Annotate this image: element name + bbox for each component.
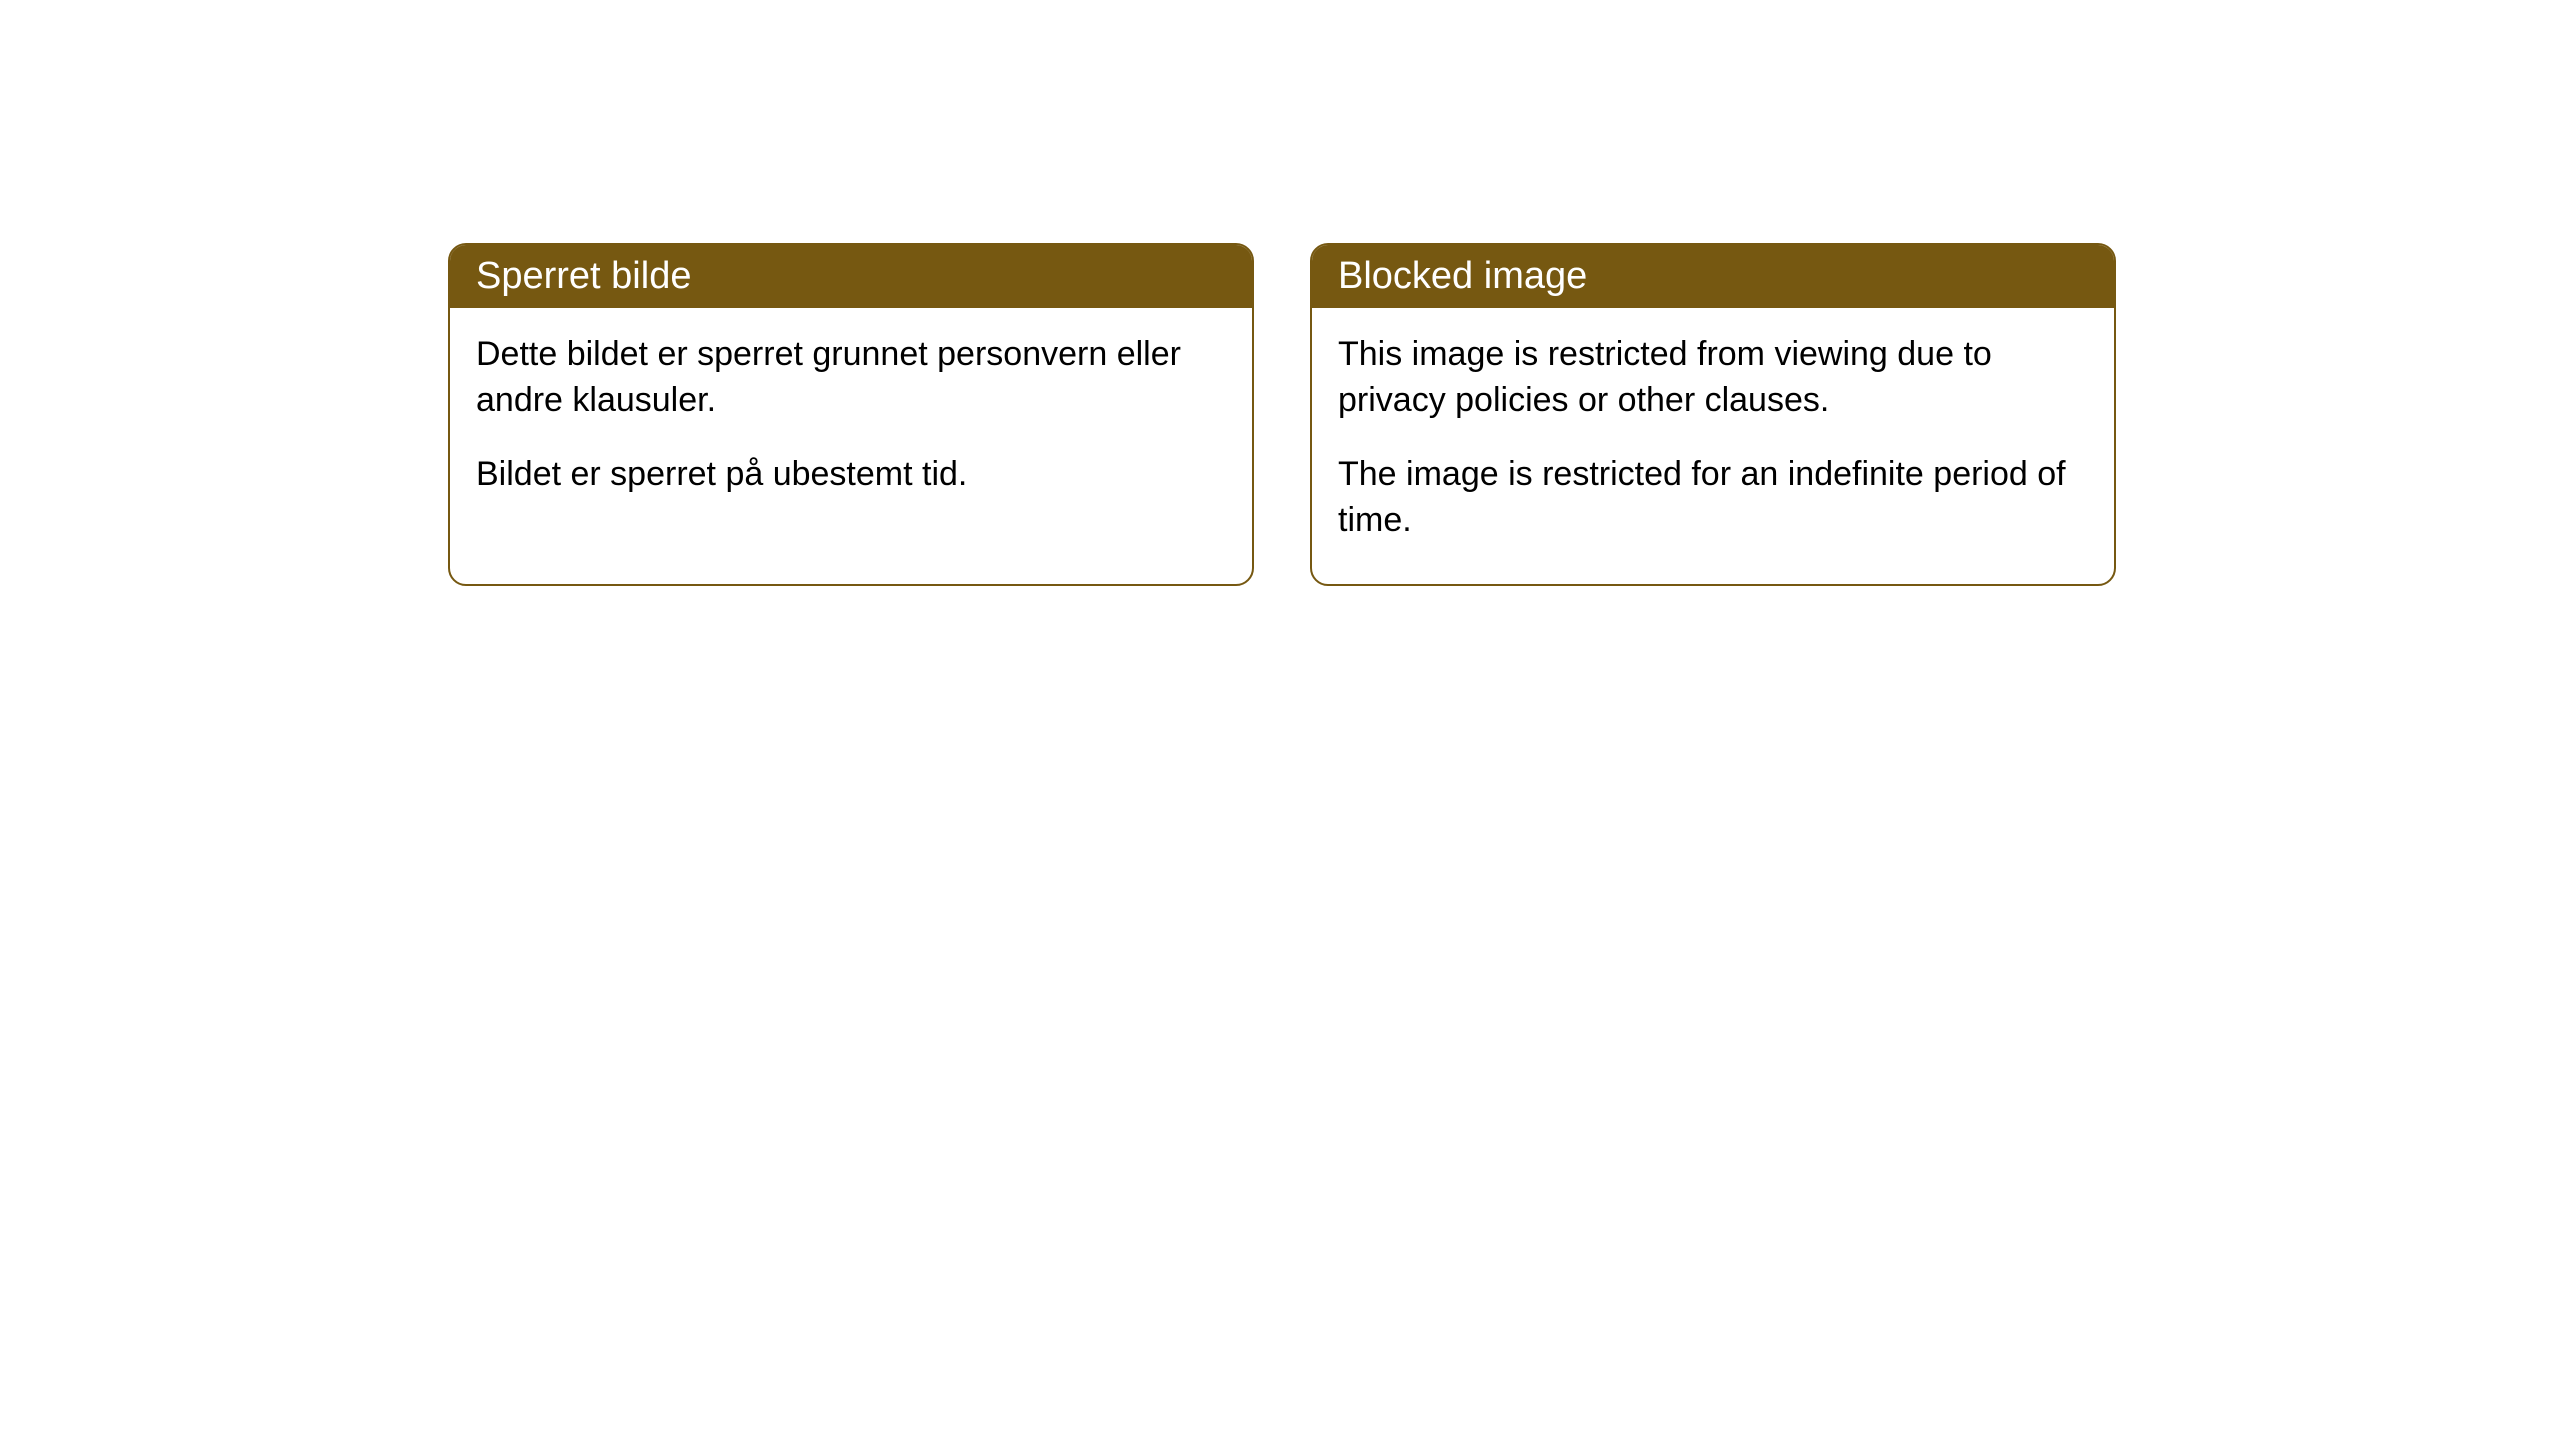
- card-header-no: Sperret bilde: [450, 245, 1252, 308]
- card-paragraph-2-no: Bildet er sperret på ubestemt tid.: [476, 452, 1226, 498]
- card-paragraph-1-en: This image is restricted from viewing du…: [1338, 332, 2088, 424]
- card-paragraph-1-no: Dette bildet er sperret grunnet personve…: [476, 332, 1226, 424]
- cards-container: Sperret bilde Dette bildet er sperret gr…: [0, 0, 2560, 586]
- card-body-en: This image is restricted from viewing du…: [1312, 308, 2114, 584]
- card-norwegian: Sperret bilde Dette bildet er sperret gr…: [448, 243, 1254, 586]
- card-english: Blocked image This image is restricted f…: [1310, 243, 2116, 586]
- card-body-no: Dette bildet er sperret grunnet personve…: [450, 308, 1252, 538]
- card-paragraph-2-en: The image is restricted for an indefinit…: [1338, 452, 2088, 544]
- card-header-en: Blocked image: [1312, 245, 2114, 308]
